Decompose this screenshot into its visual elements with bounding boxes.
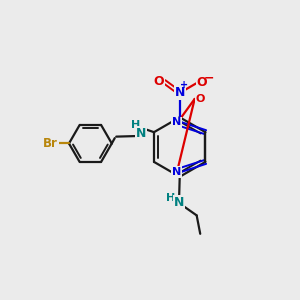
Text: N: N (136, 127, 146, 140)
Text: +: + (180, 80, 188, 90)
Text: N: N (172, 167, 181, 177)
Text: H: H (131, 120, 140, 130)
Text: N: N (174, 196, 184, 209)
Text: O: O (197, 76, 207, 89)
Text: N: N (175, 86, 185, 99)
Text: O: O (195, 94, 205, 104)
Text: N: N (172, 117, 181, 127)
Text: O: O (154, 74, 164, 88)
Text: Br: Br (43, 137, 58, 150)
Text: H: H (166, 193, 176, 202)
Text: −: − (204, 72, 214, 85)
